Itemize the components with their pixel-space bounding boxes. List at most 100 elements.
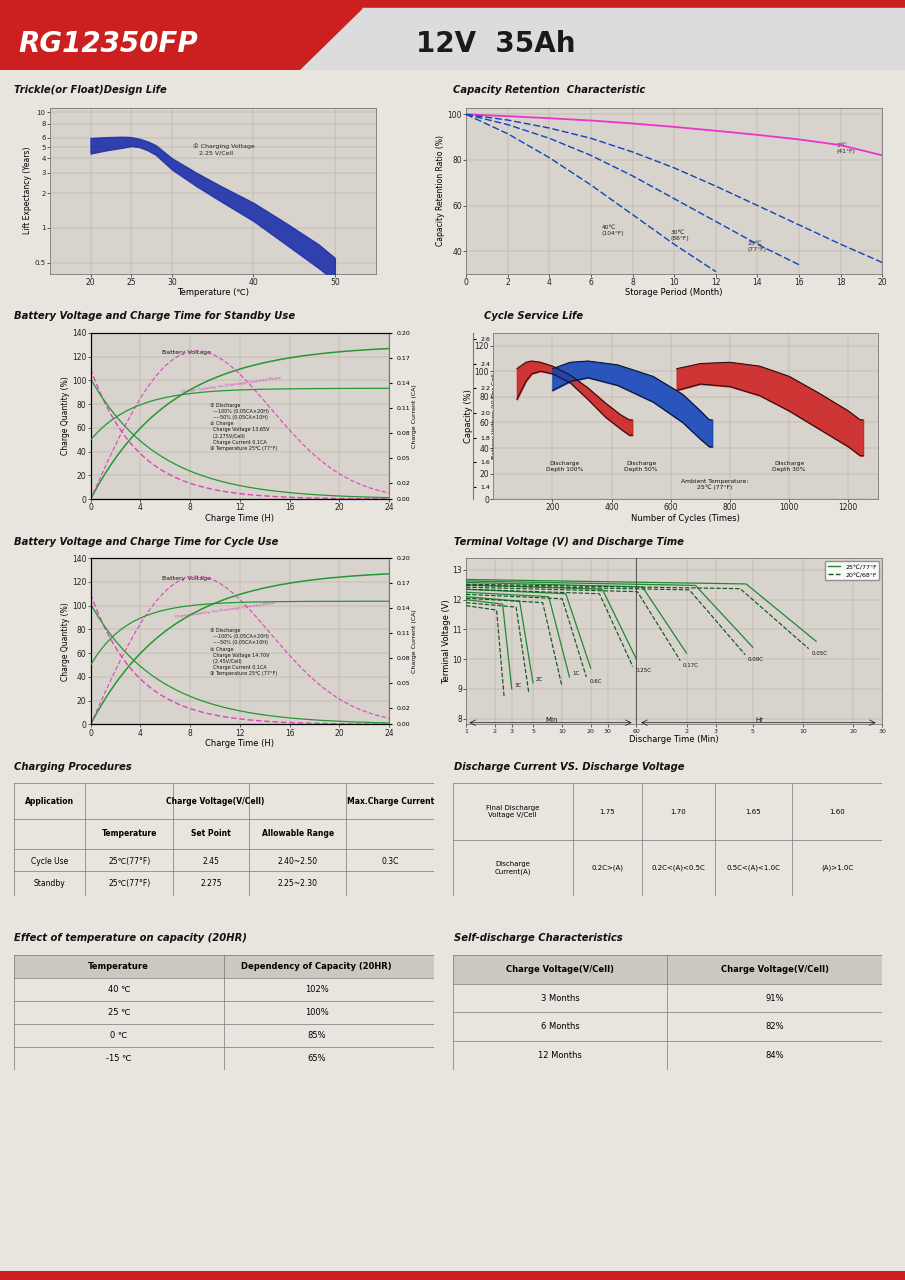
Text: 40 ℃: 40 ℃ — [108, 984, 130, 995]
Text: 40℃
(104°F): 40℃ (104°F) — [602, 225, 624, 237]
Text: Hr: Hr — [756, 717, 764, 722]
Text: 0.2C<(A)<0.5C: 0.2C<(A)<0.5C — [652, 864, 705, 872]
Text: 0 ℃: 0 ℃ — [110, 1030, 128, 1041]
Text: ① Discharge
  —100% (0.05CA×20H)
  ----50% (0.05CA×10H)
② Charge
  Charge Voltag: ① Discharge —100% (0.05CA×20H) ----50% (… — [210, 403, 277, 451]
X-axis label: Temperature (℃): Temperature (℃) — [176, 288, 249, 297]
Text: Charging Procedures: Charging Procedures — [14, 762, 131, 772]
X-axis label: Charge Time (H): Charge Time (H) — [205, 513, 274, 522]
Text: Discharge
Current(A): Discharge Current(A) — [494, 861, 531, 874]
Text: Set Point: Set Point — [192, 829, 232, 838]
Text: Application: Application — [24, 797, 74, 806]
Text: 30℃
(86°F): 30℃ (86°F) — [670, 230, 689, 241]
Text: Temperature: Temperature — [101, 829, 157, 838]
Text: 3 Months: 3 Months — [540, 993, 579, 1002]
Bar — [0, 0, 905, 9]
Text: Charge Quantity (to-Discharge Quantity)/Ratio: Charge Quantity (to-Discharge Quantity)/… — [180, 375, 281, 394]
Text: Discharge
Depth 50%: Discharge Depth 50% — [624, 461, 658, 472]
Text: 2C: 2C — [536, 677, 543, 682]
Text: 0.3C: 0.3C — [382, 856, 399, 865]
Text: Charge Quantity (to-Discharge Quantity)/Ratio: Charge Quantity (to-Discharge Quantity)/… — [174, 600, 275, 620]
Y-axis label: Battery Voltage (V)/Per Cell: Battery Voltage (V)/Per Cell — [491, 599, 497, 684]
Text: Trickle(or Float)Design Life: Trickle(or Float)Design Life — [14, 84, 167, 95]
Text: 65%: 65% — [308, 1053, 326, 1064]
Y-axis label: Charge Current (CA): Charge Current (CA) — [412, 384, 417, 448]
Text: 84%: 84% — [766, 1051, 785, 1060]
Y-axis label: Charge Quantity (%): Charge Quantity (%) — [62, 602, 71, 681]
Text: 2.40~2.50: 2.40~2.50 — [278, 856, 318, 865]
Text: -15 ℃: -15 ℃ — [106, 1053, 131, 1064]
Text: RG12350FP: RG12350FP — [18, 29, 198, 58]
Legend: 25℃/77°F, 20℃/68°F: 25℃/77°F, 20℃/68°F — [825, 561, 880, 580]
Text: 0.2C>(A): 0.2C>(A) — [591, 864, 624, 872]
Text: 5℃
(41°F): 5℃ (41°F) — [836, 143, 855, 154]
Text: Charge Voltage(V/Cell): Charge Voltage(V/Cell) — [506, 965, 614, 974]
X-axis label: Storage Period (Month): Storage Period (Month) — [625, 288, 723, 297]
Text: 0.17C: 0.17C — [683, 663, 699, 668]
Text: 2.275: 2.275 — [201, 879, 222, 888]
Bar — [14, 955, 434, 978]
Text: Cycle Use: Cycle Use — [31, 856, 68, 865]
Text: Temperature: Temperature — [89, 961, 149, 972]
Text: 25 ℃: 25 ℃ — [108, 1007, 130, 1018]
Text: 25℃
(77°F): 25℃ (77°F) — [748, 242, 766, 252]
Text: Battery Voltage and Charge Time for Cycle Use: Battery Voltage and Charge Time for Cycl… — [14, 536, 278, 547]
Text: 82%: 82% — [766, 1023, 785, 1032]
Text: ① Discharge
  —100% (0.05CA×20H)
  ----50% (0.05CA×10H)
② Charge
  Charge Voltag: ① Discharge —100% (0.05CA×20H) ----50% (… — [210, 628, 277, 676]
Text: Battery Voltage: Battery Voltage — [162, 351, 211, 356]
Y-axis label: Capacity (%): Capacity (%) — [464, 389, 473, 443]
Text: 3C: 3C — [515, 684, 522, 689]
Text: 1.65: 1.65 — [746, 809, 761, 814]
Y-axis label: Capacity Retention Ratio (%): Capacity Retention Ratio (%) — [435, 136, 444, 246]
Text: 1C: 1C — [572, 672, 579, 676]
Y-axis label: Charge Current (CA): Charge Current (CA) — [412, 609, 417, 673]
Text: 6 Months: 6 Months — [540, 1023, 579, 1032]
Text: 2.45: 2.45 — [203, 856, 220, 865]
Text: Cycle Service Life: Cycle Service Life — [484, 311, 584, 321]
Polygon shape — [0, 9, 362, 70]
Y-axis label: Terminal Voltage (V): Terminal Voltage (V) — [442, 599, 451, 684]
Text: ① Charging Voltage
   2.25 V/Cell: ① Charging Voltage 2.25 V/Cell — [193, 143, 255, 155]
Text: Standby: Standby — [33, 879, 65, 888]
Text: Charge Voltage(V/Cell): Charge Voltage(V/Cell) — [721, 965, 829, 974]
Text: Min: Min — [545, 717, 557, 722]
Text: Dependency of Capacity (20HR): Dependency of Capacity (20HR) — [242, 961, 392, 972]
Text: Allowable Range: Allowable Range — [262, 829, 334, 838]
Text: Charge Voltage(V/Cell): Charge Voltage(V/Cell) — [167, 797, 265, 806]
X-axis label: Number of Cycles (Times): Number of Cycles (Times) — [631, 513, 740, 522]
Text: 0.6C: 0.6C — [589, 678, 602, 684]
Text: Battery Voltage and Charge Time for Standby Use: Battery Voltage and Charge Time for Stan… — [14, 311, 295, 321]
Text: 100%: 100% — [305, 1007, 329, 1018]
Text: 12 Months: 12 Months — [538, 1051, 582, 1060]
Text: 1.60: 1.60 — [829, 809, 845, 814]
Text: (A)>1.0C: (A)>1.0C — [821, 864, 853, 872]
Text: 1.75: 1.75 — [599, 809, 615, 814]
Text: Capacity Retention  Characteristic: Capacity Retention Characteristic — [452, 84, 644, 95]
Text: 91%: 91% — [766, 993, 784, 1002]
Text: Self-discharge Characteristics: Self-discharge Characteristics — [454, 933, 623, 943]
Text: 0.05C: 0.05C — [812, 650, 827, 655]
Text: Discharge
Depth 100%: Discharge Depth 100% — [546, 461, 583, 472]
Text: 85%: 85% — [308, 1030, 326, 1041]
Text: 1.70: 1.70 — [671, 809, 686, 814]
Y-axis label: Charge Quantity (%): Charge Quantity (%) — [62, 376, 71, 456]
Polygon shape — [299, 9, 905, 70]
Text: Discharge Current VS. Discharge Voltage: Discharge Current VS. Discharge Voltage — [454, 762, 685, 772]
Text: Ambient Temperature:
25℃ (77°F): Ambient Temperature: 25℃ (77°F) — [681, 479, 748, 490]
Text: 0.09C: 0.09C — [748, 657, 764, 662]
Text: Discharge
Depth 30%: Discharge Depth 30% — [772, 461, 805, 472]
Text: 102%: 102% — [305, 984, 329, 995]
Text: 12V  35Ah: 12V 35Ah — [416, 29, 576, 58]
Text: 0.25C: 0.25C — [635, 668, 652, 673]
Y-axis label: Lift Expectancy (Years): Lift Expectancy (Years) — [23, 147, 32, 234]
Text: Battery Voltage: Battery Voltage — [162, 576, 211, 581]
X-axis label: Discharge Time (Min): Discharge Time (Min) — [629, 735, 719, 744]
Text: Effect of temperature on capacity (20HR): Effect of temperature on capacity (20HR) — [14, 933, 246, 943]
Y-axis label: Battery Voltage (V)/Per Cell: Battery Voltage (V)/Per Cell — [491, 374, 497, 458]
Bar — [452, 955, 882, 984]
Text: Terminal Voltage (V) and Discharge Time: Terminal Voltage (V) and Discharge Time — [454, 536, 684, 547]
Text: 25℃(77°F): 25℃(77°F) — [109, 879, 150, 888]
X-axis label: Charge Time (H): Charge Time (H) — [205, 739, 274, 748]
Text: 0.5C<(A)<1.0C: 0.5C<(A)<1.0C — [727, 864, 780, 872]
Text: 2.25~2.30: 2.25~2.30 — [278, 879, 318, 888]
Text: Max.Charge Current: Max.Charge Current — [347, 797, 433, 806]
